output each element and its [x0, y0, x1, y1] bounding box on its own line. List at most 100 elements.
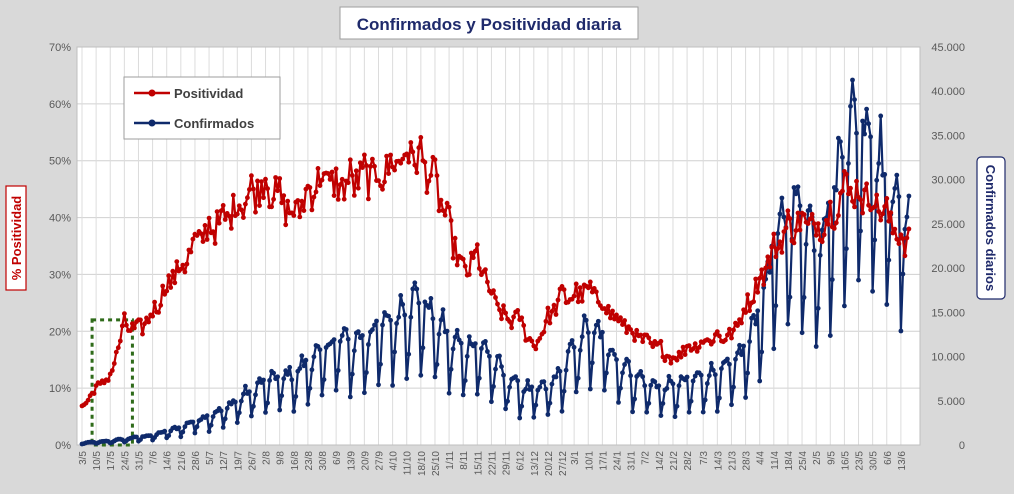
data-point: [807, 203, 813, 209]
data-point: [366, 342, 371, 347]
data-point: [618, 315, 623, 321]
data-point: [833, 187, 839, 193]
data-point: [710, 339, 716, 344]
data-point: [190, 236, 196, 242]
data-point: [487, 353, 492, 359]
data-point: [579, 334, 585, 340]
data-point: [682, 352, 688, 357]
data-point: [190, 419, 196, 425]
data-point: [614, 357, 619, 362]
data-point: [146, 319, 152, 325]
x-tick-label: 17/5: [106, 451, 117, 471]
data-point: [257, 203, 262, 209]
data-point: [626, 359, 631, 364]
data-point: [569, 338, 575, 343]
data-point: [670, 381, 676, 387]
data-point: [172, 280, 178, 286]
data-point: [666, 373, 672, 379]
data-point: [434, 173, 440, 179]
data-point: [345, 336, 351, 342]
data-point: [454, 327, 460, 333]
data-point: [303, 357, 309, 363]
data-point: [717, 395, 722, 401]
data-point: [555, 297, 561, 303]
data-point: [299, 198, 305, 204]
data-point: [341, 196, 347, 202]
data-point: [124, 322, 129, 328]
data-point: [410, 149, 416, 155]
data-point: [317, 347, 323, 353]
data-point: [850, 77, 855, 83]
data-point: [301, 208, 307, 214]
data-point: [251, 403, 256, 409]
data-point: [585, 330, 591, 335]
data-point: [543, 318, 549, 324]
x-tick-label: 10/5: [92, 451, 103, 471]
data-point: [132, 325, 137, 331]
data-point: [793, 191, 799, 197]
data-point: [646, 400, 652, 406]
data-point: [593, 289, 599, 295]
data-point: [795, 184, 801, 190]
data-point: [414, 286, 420, 292]
x-tick-label: 18/10: [417, 451, 428, 476]
data-point: [226, 213, 232, 219]
x-tick-label: 20/9: [360, 451, 371, 471]
x-tick-label: 28/3: [742, 451, 753, 471]
data-point: [134, 434, 139, 440]
data-point: [327, 177, 333, 182]
data-point: [890, 199, 896, 205]
data-point: [807, 216, 813, 222]
data-point: [468, 250, 474, 256]
data-point: [684, 374, 690, 380]
data-point: [850, 198, 855, 204]
data-point: [735, 350, 740, 356]
data-point: [464, 353, 470, 359]
data-point: [503, 406, 508, 412]
data-point: [142, 321, 147, 327]
data-point: [888, 210, 894, 216]
data-point: [610, 347, 615, 353]
data-point: [315, 166, 321, 171]
data-point: [293, 394, 299, 399]
data-point: [547, 400, 553, 406]
data-point: [422, 159, 428, 165]
data-point: [307, 185, 313, 190]
data-point: [144, 315, 149, 321]
x-tick-label: 30/5: [869, 451, 880, 471]
data-point: [115, 345, 121, 351]
data-point: [640, 374, 646, 380]
data-point: [347, 394, 353, 400]
data-point: [243, 383, 248, 389]
data-point: [271, 370, 276, 376]
data-point: [811, 248, 817, 254]
data-point: [668, 360, 674, 366]
x-tick-label: 17/1: [598, 451, 609, 471]
data-point: [466, 334, 472, 339]
data-point: [476, 266, 482, 271]
data-point: [712, 372, 718, 378]
data-point: [414, 170, 420, 176]
data-point: [852, 204, 857, 210]
data-point: [127, 328, 133, 333]
plot-border: [76, 46, 921, 446]
data-point: [745, 292, 750, 297]
data-point: [836, 213, 841, 218]
data-point: [579, 298, 585, 304]
data-point: [553, 374, 559, 380]
data-point: [747, 339, 752, 344]
data-point: [862, 131, 867, 137]
data-point: [608, 315, 613, 321]
data-point: [823, 217, 829, 223]
data-point: [541, 379, 547, 385]
data-point: [505, 398, 510, 404]
x-tick-label: 29/11: [502, 451, 513, 476]
data-point: [775, 246, 781, 251]
data-point: [781, 214, 787, 220]
data-point: [656, 383, 662, 389]
data-point: [848, 103, 853, 109]
data-point: [803, 241, 809, 247]
data-point: [612, 352, 617, 357]
data-point: [785, 208, 791, 214]
data-point: [285, 372, 291, 377]
